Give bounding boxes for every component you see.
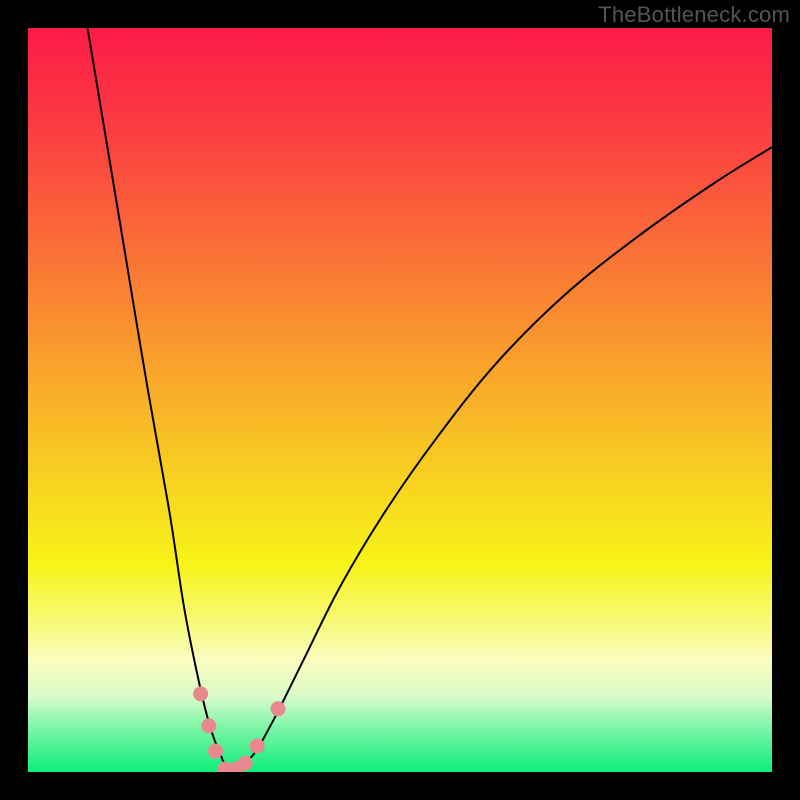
chart-canvas: TheBottleneck.com [0,0,800,800]
watermark-text: TheBottleneck.com [598,2,790,28]
curve-marker [194,687,208,701]
bottleneck-curve-chart [28,28,772,772]
curve-marker [208,744,222,758]
plot-area [28,28,772,772]
curve-marker [202,719,216,733]
gradient-background [28,28,772,772]
curve-marker [271,702,285,716]
curve-marker [238,756,252,770]
curve-marker [250,739,264,753]
